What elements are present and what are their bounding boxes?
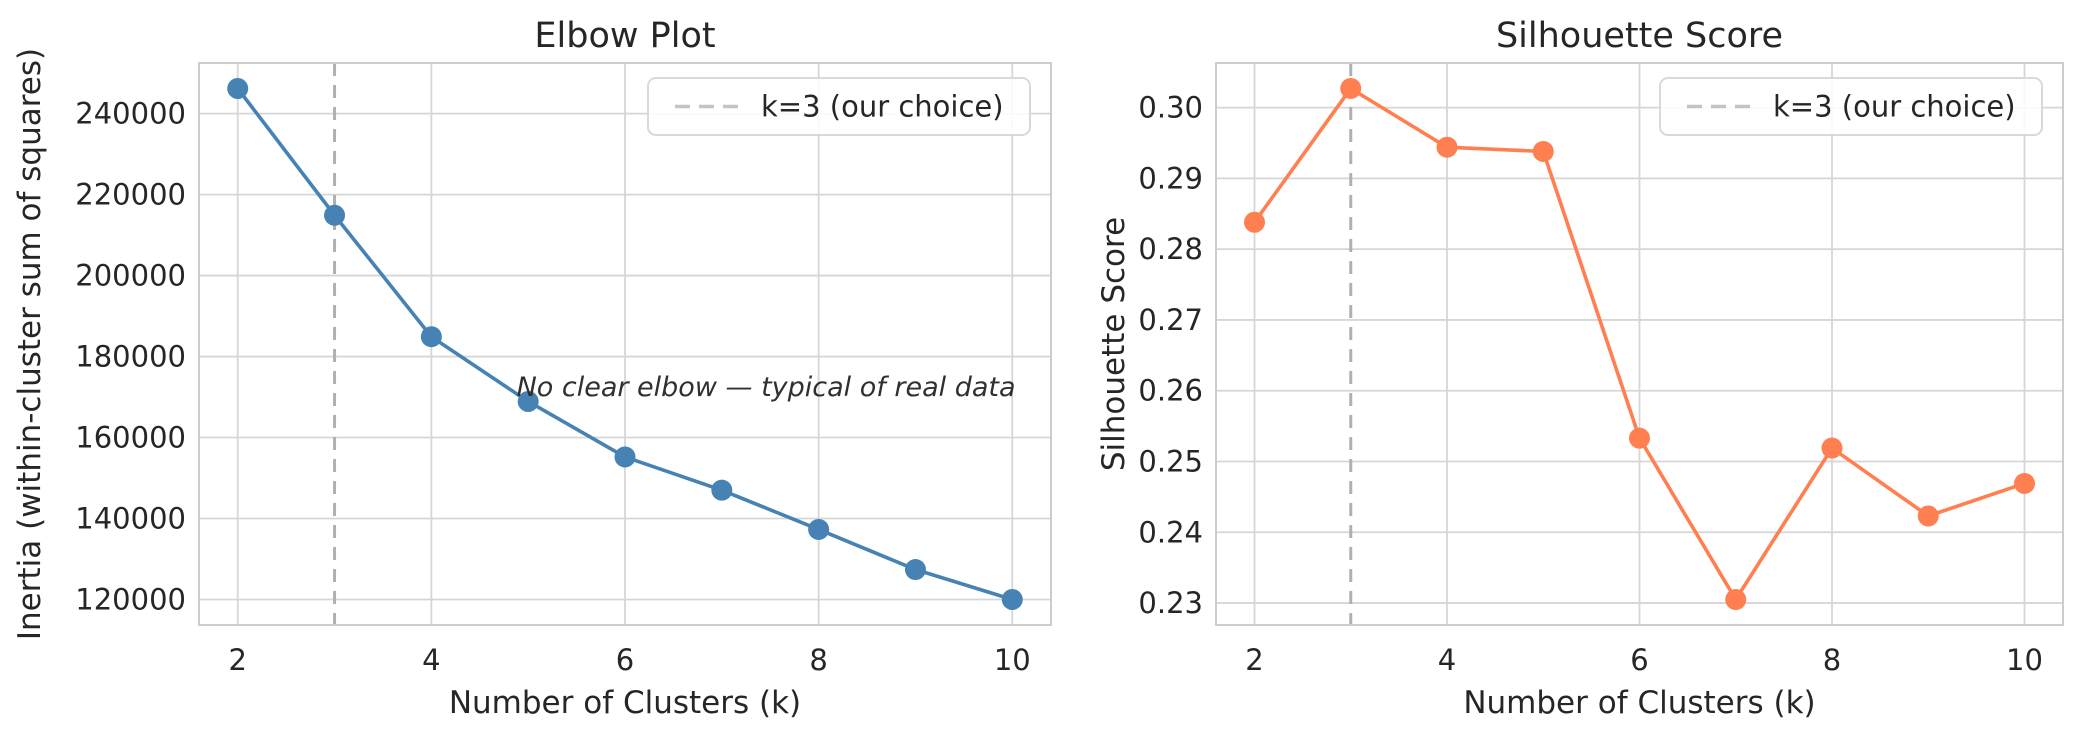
legend: k=3 (our choice): [1659, 77, 2043, 136]
data-point: [420, 326, 442, 348]
data-point: [1917, 505, 1939, 527]
data-point: [227, 78, 249, 100]
legend-label: k=3 (our choice): [761, 90, 1004, 124]
y-tick-label: 0.28: [1138, 232, 1203, 266]
y-axis-label: Inertia (within-cluster sum of squares): [12, 48, 48, 640]
y-tick-label: 160000: [75, 421, 186, 455]
silhouette-plot: 0.23 0.24 0.25 0.26 0.27 0.28 0.29 0.30 2 4 6 8 10 Nu…: [1096, 16, 2064, 721]
chart-title: Silhouette Score: [1496, 16, 1783, 56]
y-tick-label: 0.24: [1138, 515, 1203, 549]
data-point: [904, 559, 926, 581]
legend-box: [1659, 77, 2043, 136]
y-tick-label: 0.30: [1138, 91, 1203, 125]
axes-frame: [1215, 62, 2064, 626]
data-point: [324, 204, 346, 226]
y-tick-label: 0.27: [1138, 303, 1203, 337]
data-point: [1629, 427, 1650, 449]
x-tick-label: 4: [1438, 643, 1456, 677]
y-tick-label: 140000: [75, 502, 186, 536]
elbow-plot: 120000 140000 160000 180000 200000 220000 2400…: [12, 16, 1052, 721]
x-tick-label: 6: [1630, 643, 1648, 677]
x-tick-label: 6: [616, 643, 634, 677]
legend-label: k=3 (our choice): [1773, 90, 2016, 124]
data-point: [1244, 211, 1265, 233]
y-tick-label: 180000: [75, 340, 186, 374]
y-tick-label: 240000: [75, 97, 186, 131]
x-tick-label: 10: [994, 643, 1031, 677]
x-tick-label: 2: [1245, 643, 1263, 677]
legend-box: [647, 77, 1031, 136]
data-point: [1821, 437, 1843, 459]
data-point: [1725, 589, 1747, 611]
data-point: [517, 390, 539, 412]
y-tick-label: 200000: [75, 259, 186, 293]
y-tick-label: 0.26: [1138, 374, 1203, 408]
y-tick-label: 220000: [75, 178, 186, 212]
legend: k=3 (our choice): [647, 77, 1031, 136]
data-point: [1532, 140, 1554, 162]
x-tick-label: 8: [809, 643, 827, 677]
y-tick-label: 120000: [75, 582, 186, 616]
x-tick-label: 10: [2006, 643, 2043, 677]
no-elbow-annotation: No clear elbow — typical of real data: [517, 372, 1016, 403]
y-tick-label: 0.29: [1138, 161, 1203, 195]
data-point: [1436, 136, 1458, 158]
y-tick-label: 0.25: [1138, 444, 1203, 478]
x-axis-label: Number of Clusters (k): [449, 685, 801, 721]
x-tick-label: 2: [229, 643, 247, 677]
data-point: [614, 446, 636, 468]
data-point: [1001, 588, 1023, 610]
y-tick-label: 0.23: [1138, 586, 1203, 620]
data-point: [808, 518, 830, 540]
data-point: [2014, 472, 2035, 494]
data-point: [711, 479, 733, 501]
chart-title: Elbow Plot: [534, 16, 715, 56]
x-tick-label: 8: [1823, 643, 1841, 677]
y-axis-label: Silhouette Score: [1096, 217, 1132, 471]
x-axis-label: Number of Clusters (k): [1463, 685, 1815, 721]
axes-frame: [198, 62, 1052, 626]
x-tick-label: 4: [422, 643, 440, 677]
data-point: [1340, 77, 1362, 99]
